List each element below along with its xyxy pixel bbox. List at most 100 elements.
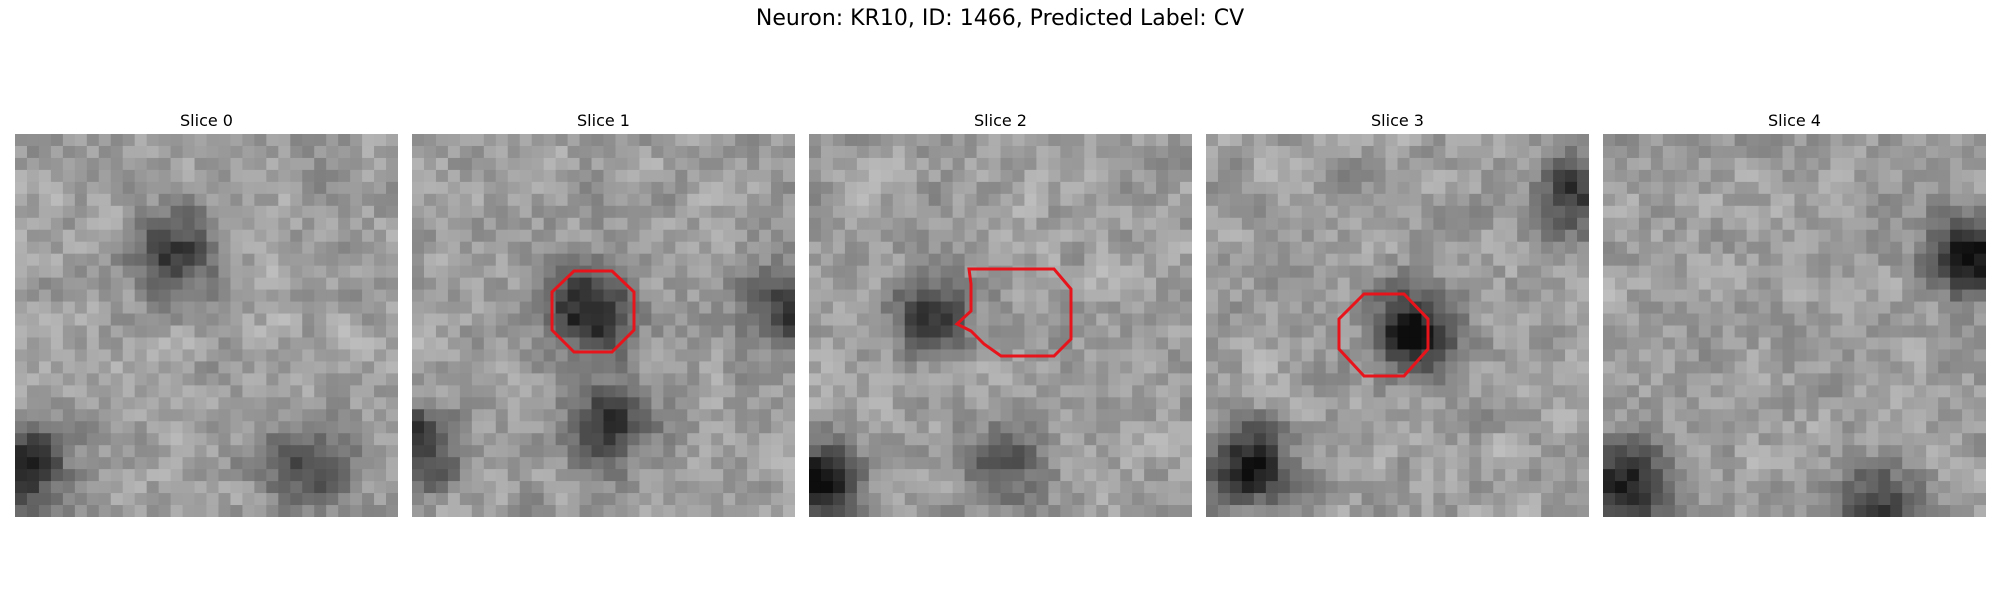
pixel (1638, 301, 1652, 315)
pixel (1349, 409, 1363, 422)
pixel (374, 181, 387, 195)
pixel (483, 445, 497, 458)
pixel (1024, 493, 1037, 506)
pixel (495, 397, 509, 410)
pixel (952, 169, 966, 183)
pixel (74, 134, 88, 147)
pixel (471, 289, 485, 303)
pixel (1974, 229, 1986, 243)
pixel (1229, 373, 1243, 386)
pixel (1253, 445, 1267, 458)
pixel (747, 349, 760, 362)
pixel (1012, 229, 1025, 243)
pixel (1517, 169, 1530, 183)
pixel (326, 205, 339, 219)
pixel (555, 229, 569, 243)
pixel (1938, 181, 1951, 195)
pixel (1385, 169, 1398, 183)
pixel (1950, 169, 1963, 183)
pixel (1541, 134, 1554, 147)
pixel (1806, 253, 1819, 267)
pixel (1493, 217, 1506, 231)
pixel (904, 265, 918, 279)
pixel (1734, 134, 1748, 147)
pixel (1866, 265, 1879, 279)
pixel (976, 205, 990, 219)
pixel (1926, 313, 1939, 326)
pixel (1674, 313, 1688, 326)
pixel (182, 289, 196, 303)
pixel (1529, 289, 1542, 303)
pixel (1457, 134, 1470, 147)
pixel (122, 385, 136, 398)
pixel (639, 349, 652, 362)
pixel (1818, 205, 1831, 219)
pixel (362, 145, 375, 159)
pixel (615, 277, 628, 291)
pixel (1950, 193, 1963, 207)
pixel (771, 265, 784, 279)
pixel (1650, 457, 1664, 470)
pixel (603, 253, 616, 267)
pixel (1626, 421, 1640, 434)
pixel (1156, 313, 1169, 326)
pixel (1301, 469, 1315, 482)
pixel (916, 481, 930, 494)
pixel (74, 301, 88, 315)
pixel (1325, 481, 1339, 494)
pixel (519, 277, 533, 291)
pixel (314, 397, 327, 410)
pixel (74, 229, 88, 243)
pixel (1337, 445, 1351, 458)
pixel (579, 481, 593, 494)
pixel (15, 457, 28, 470)
pixel (459, 253, 473, 267)
pixel (1397, 433, 1410, 446)
pixel (242, 134, 255, 147)
pixel (904, 361, 918, 374)
pixel (759, 145, 772, 159)
pixel (170, 289, 184, 303)
pixel (230, 361, 243, 374)
pixel (723, 217, 736, 231)
pixel (1938, 229, 1951, 243)
pixel (1481, 289, 1494, 303)
pixel (687, 325, 700, 338)
pixel (1626, 313, 1640, 326)
pixel (1674, 301, 1688, 315)
pixel (1253, 421, 1267, 434)
pixel (230, 373, 243, 386)
pixel (1938, 349, 1951, 362)
pixel (374, 409, 387, 422)
pixel (158, 181, 172, 195)
pixel (1036, 421, 1049, 434)
pixel (531, 157, 545, 171)
pixel (591, 229, 604, 243)
pixel (1553, 325, 1566, 338)
pixel (230, 301, 243, 315)
pixel (1938, 205, 1951, 219)
pixel (809, 277, 822, 291)
pixel (1048, 493, 1061, 506)
pixel (1866, 361, 1879, 374)
pixel (940, 493, 954, 506)
pixel (1156, 445, 1169, 458)
pixel (1734, 205, 1748, 219)
pixel (170, 205, 184, 219)
pixel (1206, 457, 1219, 470)
pixel (230, 385, 243, 398)
pixel (182, 313, 196, 326)
pixel (242, 409, 255, 422)
pixel (1325, 373, 1339, 386)
pixel (1349, 349, 1363, 362)
pixel (1854, 169, 1867, 183)
pixel (531, 505, 545, 517)
pixel (1650, 289, 1664, 303)
pixel (1337, 169, 1351, 183)
pixel (1108, 145, 1121, 159)
pixel (615, 217, 628, 231)
pixel (1878, 193, 1891, 207)
pixel (38, 265, 52, 279)
pixel (362, 265, 375, 279)
pixel (1734, 253, 1748, 267)
